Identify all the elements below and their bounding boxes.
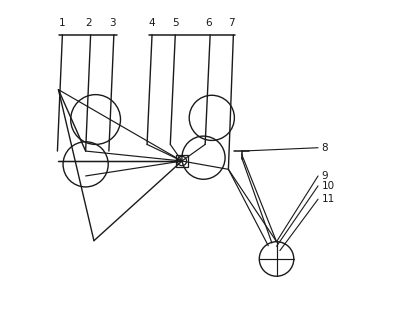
Text: 2: 2 <box>85 18 92 28</box>
Text: 7: 7 <box>228 18 235 28</box>
Text: 8: 8 <box>322 143 328 153</box>
Text: 3: 3 <box>109 18 116 28</box>
Bar <box>176 155 188 167</box>
Text: 5: 5 <box>172 18 179 28</box>
Text: 10: 10 <box>322 181 335 191</box>
Text: 6: 6 <box>205 18 212 28</box>
Text: 1: 1 <box>59 18 66 28</box>
Text: 4: 4 <box>149 18 155 28</box>
Text: 9: 9 <box>322 171 328 181</box>
Text: 11: 11 <box>322 194 335 204</box>
